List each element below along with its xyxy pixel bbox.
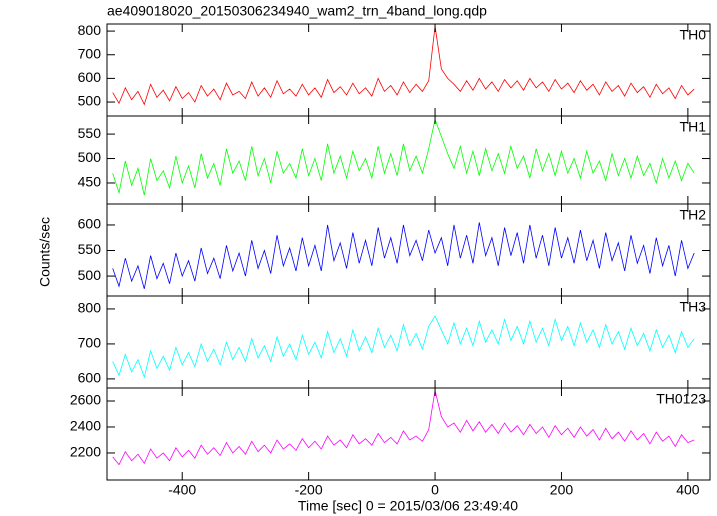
y-tick-label: 550 — [78, 241, 102, 257]
y-tick-label: 800 — [78, 22, 102, 38]
y-tick-label: 500 — [78, 267, 102, 283]
y-tick-label: 600 — [78, 69, 102, 85]
chart-title: ae409018020_20150306234940_wam2_trn_4ban… — [107, 3, 487, 19]
panel-label: TH1 — [680, 119, 707, 135]
panel-label: TH0 — [680, 27, 707, 43]
y-tick-label: 800 — [78, 300, 102, 316]
x-tick-label: 400 — [676, 482, 700, 498]
x-tick-label: 0 — [431, 482, 439, 498]
y-tick-label: 700 — [78, 335, 102, 351]
y-tick-label: 2200 — [70, 444, 101, 460]
y-tick-label: 550 — [78, 125, 102, 141]
y-tick-label: 450 — [78, 174, 102, 190]
y-tick-label: 2400 — [70, 418, 101, 434]
panel-frame — [106, 387, 711, 481]
light-curve — [112, 117, 695, 196]
light-curve — [112, 315, 695, 379]
y-tick-label: 600 — [78, 370, 102, 386]
x-tick-label: -200 — [295, 482, 323, 498]
y-tick-label: 500 — [78, 93, 102, 109]
light-curve — [112, 222, 695, 289]
panel-frame — [106, 115, 711, 205]
panel-frame — [106, 23, 711, 117]
light-curve — [112, 26, 695, 106]
x-axis-label: Time [sec] 0 = 2015/03/06 23:49:40 — [298, 498, 518, 514]
y-tick-label: 500 — [78, 149, 102, 165]
x-tick-label: -400 — [168, 482, 196, 498]
light-curve — [112, 390, 695, 466]
y-tick-label: 2600 — [70, 392, 101, 408]
y-tick-label: 600 — [78, 216, 102, 232]
panel-label: TH0123 — [656, 391, 706, 407]
panel-label: TH2 — [680, 207, 707, 223]
x-tick-label: 200 — [550, 482, 574, 498]
y-tick-label: 700 — [78, 45, 102, 61]
y-axis-label: Counts/sec — [37, 217, 53, 287]
panel-label: TH3 — [680, 299, 707, 315]
